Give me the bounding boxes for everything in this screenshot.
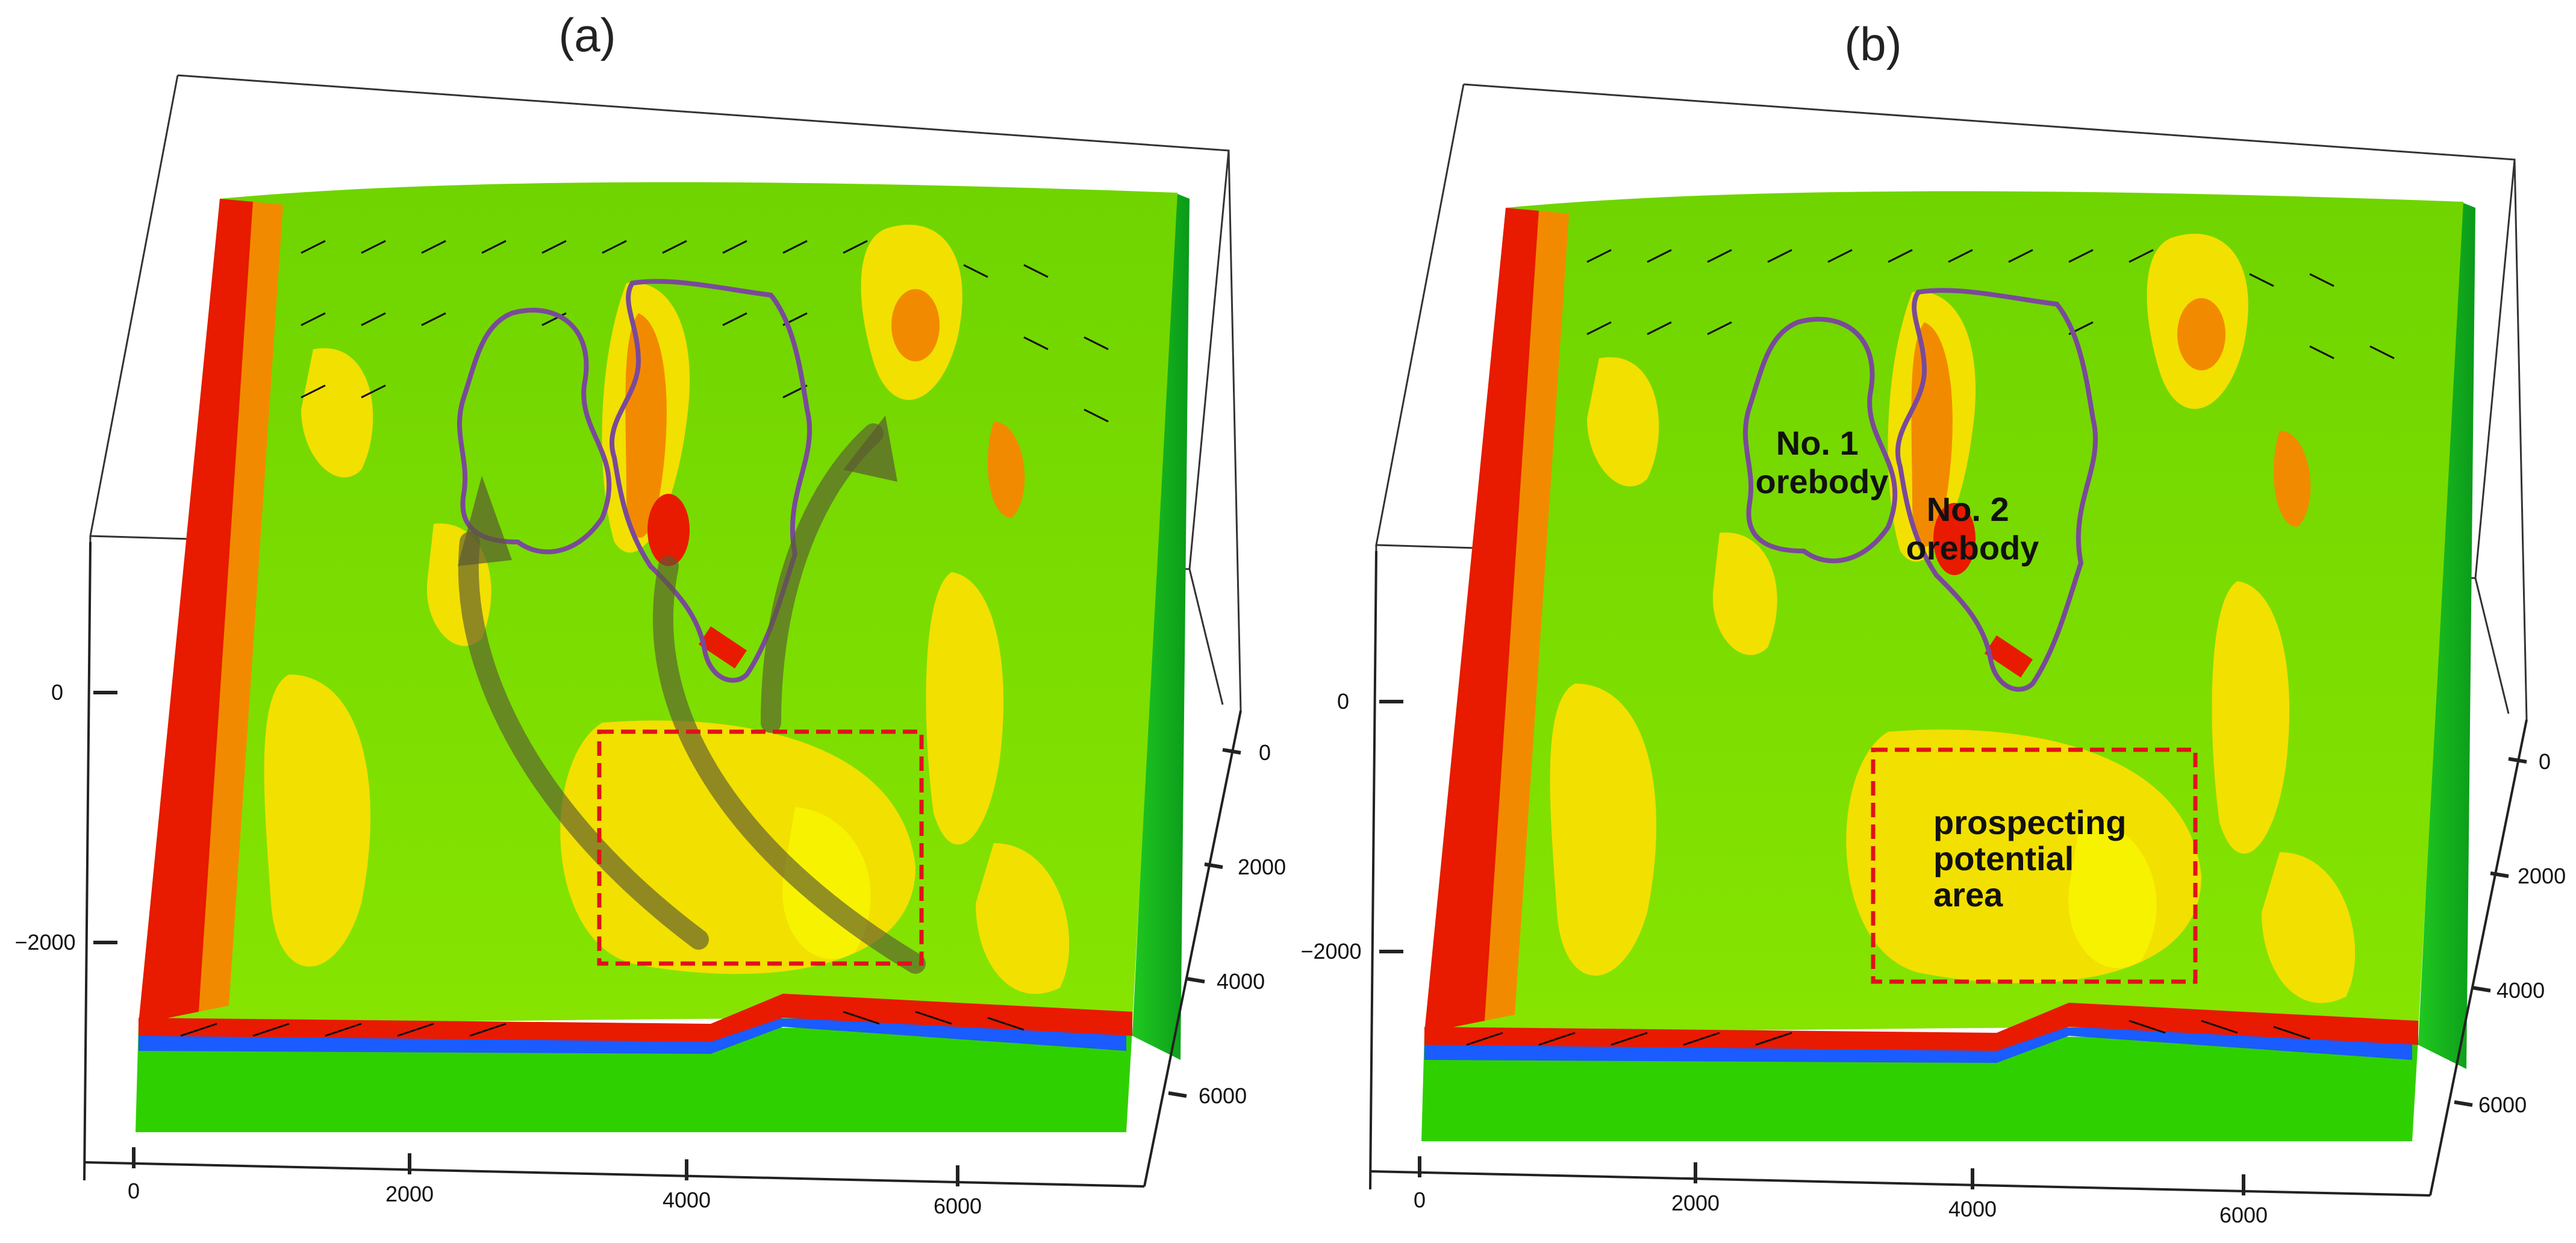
panel-a-orange-edge — [199, 202, 283, 1012]
panel-b-y-tick-3: 6000 — [2478, 1092, 2527, 1117]
panel-a-front-strip — [139, 994, 1132, 1042]
panel-a-y-axis: 0 2000 4000 6000 — [1143, 710, 1286, 1187]
panel-b-potential-area-box — [1871, 747, 2198, 984]
panel-a-red-edge — [139, 199, 253, 1024]
panel-a-title: (a) — [558, 8, 616, 61]
panel-a-y-tick-2: 4000 — [1217, 969, 1265, 994]
panel-b-orebody-1-line-2: orebody — [1756, 463, 1889, 500]
panel-a-z-tick-0: 0 — [51, 680, 63, 705]
panel-b-x-tick-3: 6000 — [2219, 1203, 2268, 1227]
panel-b-anomalies — [1550, 234, 2356, 1003]
panel-b-z-tick-1: −2000 — [1300, 939, 1361, 964]
panel-b-potential-line-3: area — [1933, 876, 2003, 914]
panel-b-x-tick-1: 2000 — [1671, 1191, 1720, 1215]
panel-a-flow-arrowhead-2 — [843, 416, 897, 482]
panel-b-potential-line-1: prospecting — [1933, 803, 2126, 841]
panel-a-x-tick-1: 2000 — [385, 1182, 434, 1206]
panel-b-x-axis: 0 2000 4000 6000 — [1370, 1156, 2431, 1227]
panel-b-z-tick-0: 0 — [1337, 689, 1349, 714]
panel-a-anomalies — [264, 225, 1070, 994]
panel-b-y-axis: 0 2000 4000 6000 — [2429, 719, 2566, 1196]
panel-b-potential-area-label: prospecting potential area — [1933, 803, 2136, 914]
panel-b-orange-edge — [1485, 211, 1569, 1021]
panel-b-orebody-1-outline — [1743, 317, 1898, 564]
panel-b-orebody-2-line-2: orebody — [1906, 529, 2039, 567]
panel-b-z-axis: 0 −2000 — [1300, 550, 1403, 1190]
panel-b-orebody-2-label: No. 2 orebody — [1906, 490, 2039, 567]
panel-a-orebody-2-outline — [609, 279, 812, 683]
panel-b-orebody-1-label: No. 1 orebody — [1756, 424, 1889, 500]
panel-b: (b) — [1300, 17, 2566, 1227]
panel-a-x-tick-0: 0 — [128, 1179, 140, 1203]
panel-a-z-axis: 0 −2000 — [14, 541, 117, 1181]
panel-b-x-tick-2: 4000 — [1948, 1197, 1997, 1221]
panel-b-y-tick-1: 2000 — [2518, 864, 2566, 888]
panel-a-x-tick-3: 6000 — [934, 1194, 982, 1218]
panel-b-orebody-2-line-1: No. 2 — [1927, 490, 2009, 528]
panel-a-x-tick-2: 4000 — [663, 1188, 711, 1212]
panel-b-vector-field — [1466, 249, 2395, 1046]
panel-b-front-strip — [1424, 1003, 2418, 1051]
panel-a-y-tick-0: 0 — [1259, 740, 1271, 765]
panel-a-y-tick-1: 2000 — [1238, 855, 1286, 879]
panel-a-flow-arrowhead-1 — [458, 476, 512, 566]
panel-a-orebody-1-outline — [457, 308, 612, 555]
panel-a-side-face — [1132, 193, 1190, 1060]
panel-b-red-edge — [1424, 208, 1539, 1033]
panel-b-side-face — [2418, 202, 2475, 1069]
panel-a-potential-area-box — [597, 729, 924, 966]
panel-a: (a) — [14, 8, 1286, 1218]
panel-b-y-tick-0: 0 — [2539, 749, 2551, 774]
panel-b-y-tick-2: 4000 — [2496, 978, 2545, 1003]
panel-b-orebody-2-outline — [1895, 288, 2098, 692]
panel-a-z-tick-1: −2000 — [14, 930, 75, 955]
panel-a-x-axis: 0 2000 4000 6000 — [84, 1147, 1145, 1218]
panel-b-title: (b) — [1844, 17, 1901, 70]
panel-b-orebody-1-line-1: No. 1 — [1776, 424, 1859, 462]
panel-a-y-tick-3: 6000 — [1199, 1083, 1247, 1108]
panel-a-flow-paths — [458, 423, 926, 974]
panel-b-x-tick-0: 0 — [1414, 1188, 1426, 1212]
panel-b-potential-line-2: potential — [1933, 840, 2074, 877]
